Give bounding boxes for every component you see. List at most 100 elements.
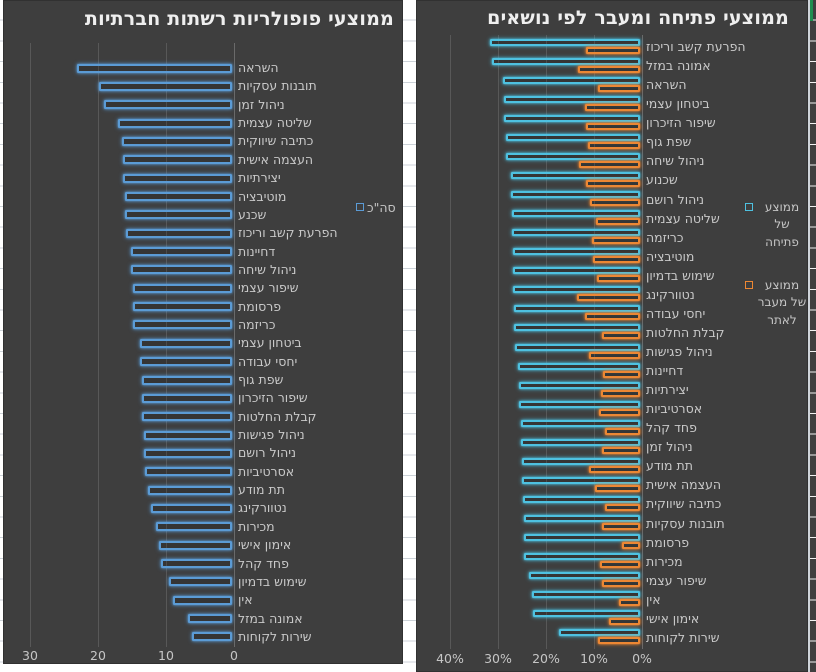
bar[interactable] — [601, 389, 640, 397]
bar[interactable] — [187, 614, 232, 623]
bar[interactable] — [604, 427, 640, 435]
bar[interactable] — [125, 210, 232, 220]
bar[interactable] — [588, 351, 640, 359]
bar[interactable] — [532, 591, 640, 599]
bar[interactable] — [140, 357, 232, 367]
bar[interactable] — [169, 577, 232, 587]
bar[interactable] — [598, 408, 640, 416]
bar[interactable] — [513, 305, 640, 313]
bar[interactable] — [148, 485, 232, 495]
bar[interactable] — [524, 553, 640, 561]
bar[interactable] — [98, 81, 232, 91]
bar[interactable] — [503, 76, 640, 84]
bar[interactable] — [125, 228, 232, 238]
bar[interactable] — [523, 515, 640, 522]
bar[interactable] — [504, 114, 640, 122]
bar[interactable] — [577, 294, 640, 302]
bar[interactable] — [596, 275, 640, 283]
bar[interactable] — [522, 495, 640, 503]
bar[interactable] — [117, 118, 232, 128]
legend-marker-total[interactable] — [356, 203, 364, 211]
bar[interactable] — [558, 629, 640, 637]
bar[interactable] — [159, 540, 232, 550]
bar[interactable] — [121, 136, 232, 146]
bar[interactable] — [151, 503, 232, 513]
bar[interactable] — [586, 46, 640, 54]
bar[interactable] — [124, 192, 232, 201]
bar[interactable] — [77, 63, 232, 73]
bar[interactable] — [597, 84, 640, 92]
bar[interactable] — [142, 412, 232, 422]
bar[interactable] — [584, 103, 640, 111]
bar[interactable] — [600, 561, 640, 569]
bar[interactable] — [522, 476, 640, 484]
bar[interactable] — [602, 332, 640, 340]
bar[interactable] — [533, 610, 640, 618]
chart-open-clickthrough[interactable]: ממוצעי פתיחה ומעבר לפי נושאים הפרעת קשב … — [416, 0, 808, 672]
legend-item-clickthrough[interactable]: ממוצע של מעבר לאתר — [745, 277, 807, 329]
bar[interactable] — [511, 229, 640, 237]
bar[interactable] — [506, 152, 640, 160]
bar[interactable] — [144, 448, 232, 458]
bar[interactable] — [602, 523, 640, 530]
bar[interactable] — [492, 57, 640, 65]
bar[interactable] — [132, 283, 232, 293]
bar[interactable] — [172, 595, 232, 605]
bar[interactable] — [191, 632, 232, 642]
bar[interactable] — [603, 370, 640, 378]
bar[interactable] — [520, 419, 640, 427]
bar[interactable] — [593, 256, 640, 264]
bar[interactable] — [511, 210, 640, 217]
bar[interactable] — [579, 160, 640, 168]
bar[interactable] — [586, 122, 640, 130]
chart-social-popularity[interactable]: ממוצעי פופולריות רשתות חברתיות השראה תובנ… — [3, 0, 403, 664]
bar[interactable] — [490, 38, 640, 46]
bar[interactable] — [161, 559, 232, 568]
bar[interactable] — [602, 580, 640, 588]
bar[interactable] — [143, 430, 232, 440]
bar[interactable] — [512, 248, 640, 256]
bar[interactable] — [518, 400, 640, 408]
bar[interactable] — [585, 313, 640, 321]
bar[interactable] — [504, 95, 640, 103]
bar[interactable] — [518, 362, 640, 370]
bar[interactable] — [518, 381, 640, 389]
bar[interactable] — [133, 320, 232, 330]
bar[interactable] — [104, 100, 232, 110]
bar[interactable] — [586, 179, 640, 187]
bar[interactable] — [619, 599, 640, 607]
bar[interactable] — [595, 218, 640, 225]
bar[interactable] — [595, 484, 640, 492]
bar[interactable] — [589, 465, 640, 473]
bar[interactable] — [521, 457, 640, 465]
bar[interactable] — [131, 247, 232, 256]
legend-item-open[interactable]: ממוצע של פתיחה — [745, 199, 807, 251]
bar[interactable] — [506, 133, 640, 141]
bar[interactable] — [122, 155, 232, 165]
bar[interactable] — [621, 542, 640, 550]
bar[interactable] — [139, 338, 232, 348]
bar[interactable] — [592, 237, 640, 245]
bar[interactable] — [141, 393, 232, 403]
bar[interactable] — [578, 65, 640, 73]
bar[interactable] — [515, 343, 640, 351]
bar[interactable] — [523, 534, 640, 542]
bar[interactable] — [510, 171, 640, 179]
bar[interactable] — [155, 522, 232, 532]
legend-label-total[interactable]: סה"כ — [367, 200, 396, 215]
bar[interactable] — [512, 267, 640, 275]
bar[interactable] — [512, 286, 640, 294]
bar[interactable] — [131, 265, 232, 275]
bar[interactable] — [514, 324, 640, 332]
bar[interactable] — [141, 375, 232, 385]
bar[interactable] — [602, 446, 640, 454]
bar[interactable] — [604, 503, 640, 511]
bar[interactable] — [608, 618, 640, 626]
bar[interactable] — [510, 191, 640, 198]
bar[interactable] — [597, 637, 640, 645]
bar[interactable] — [528, 572, 640, 580]
bar[interactable] — [590, 199, 640, 206]
bar[interactable] — [588, 141, 640, 149]
bar[interactable] — [521, 438, 640, 446]
bar[interactable] — [132, 302, 232, 312]
